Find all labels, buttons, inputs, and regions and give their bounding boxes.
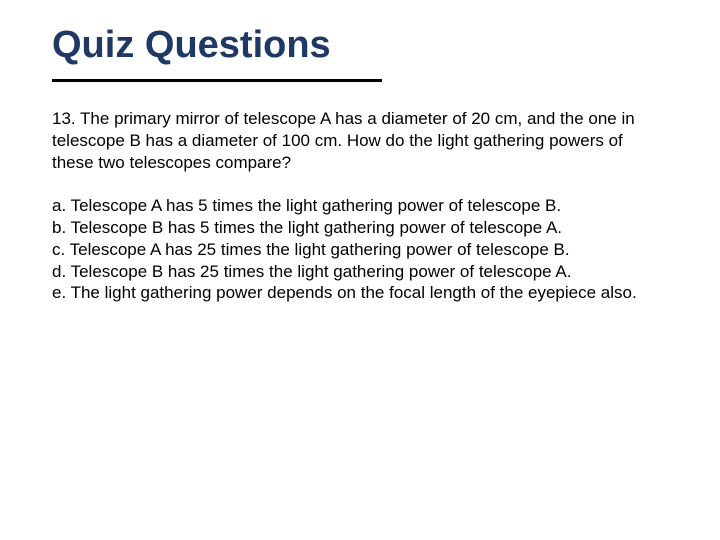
answer-options: a. Telescope A has 5 times the light gat… [52,195,668,304]
title-underline-rule [52,79,382,82]
question-text: 13. The primary mirror of telescope A ha… [52,108,668,173]
slide-container: Quiz Questions 13. The primary mirror of… [0,0,720,540]
slide-title: Quiz Questions [52,24,668,67]
